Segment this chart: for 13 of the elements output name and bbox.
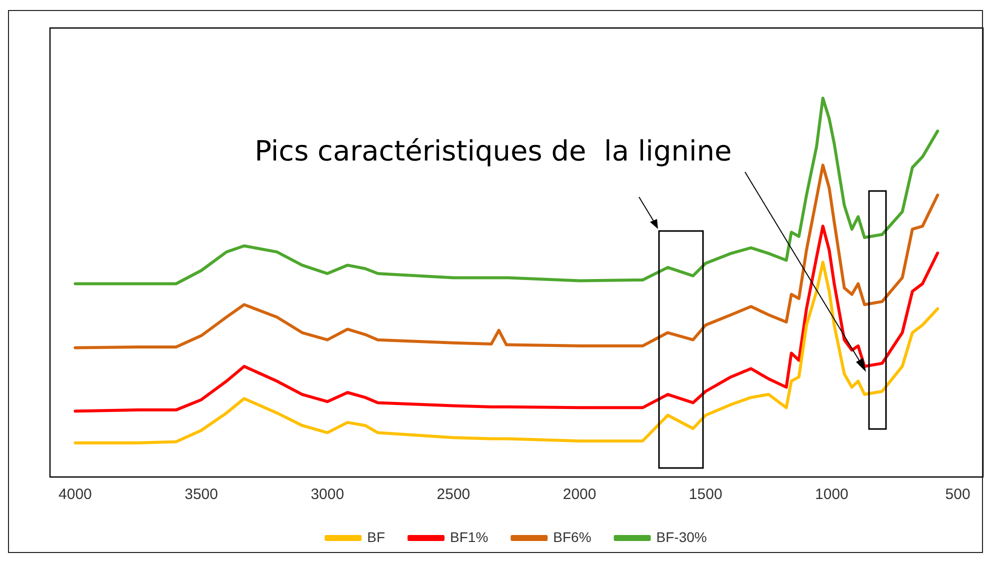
x-tick-label: 3500 [184,486,218,504]
x-tick-label: 3000 [310,486,344,504]
x-tick-label: 1500 [688,486,722,504]
x-tick-label: 500 [945,486,970,504]
legend-label: BF1% [450,528,488,545]
x-tick-label: 2000 [562,486,596,504]
x-tick-label: 2500 [436,486,470,504]
x-tick-label: 4000 [58,486,92,504]
legend-label: BF6% [553,528,592,545]
legend-label: BF-30% [656,528,707,545]
annotation: Pics caractéristiques de la lignine [254,134,732,168]
x-tick-label: 1000 [815,486,848,504]
legend-label: BF [367,528,386,545]
